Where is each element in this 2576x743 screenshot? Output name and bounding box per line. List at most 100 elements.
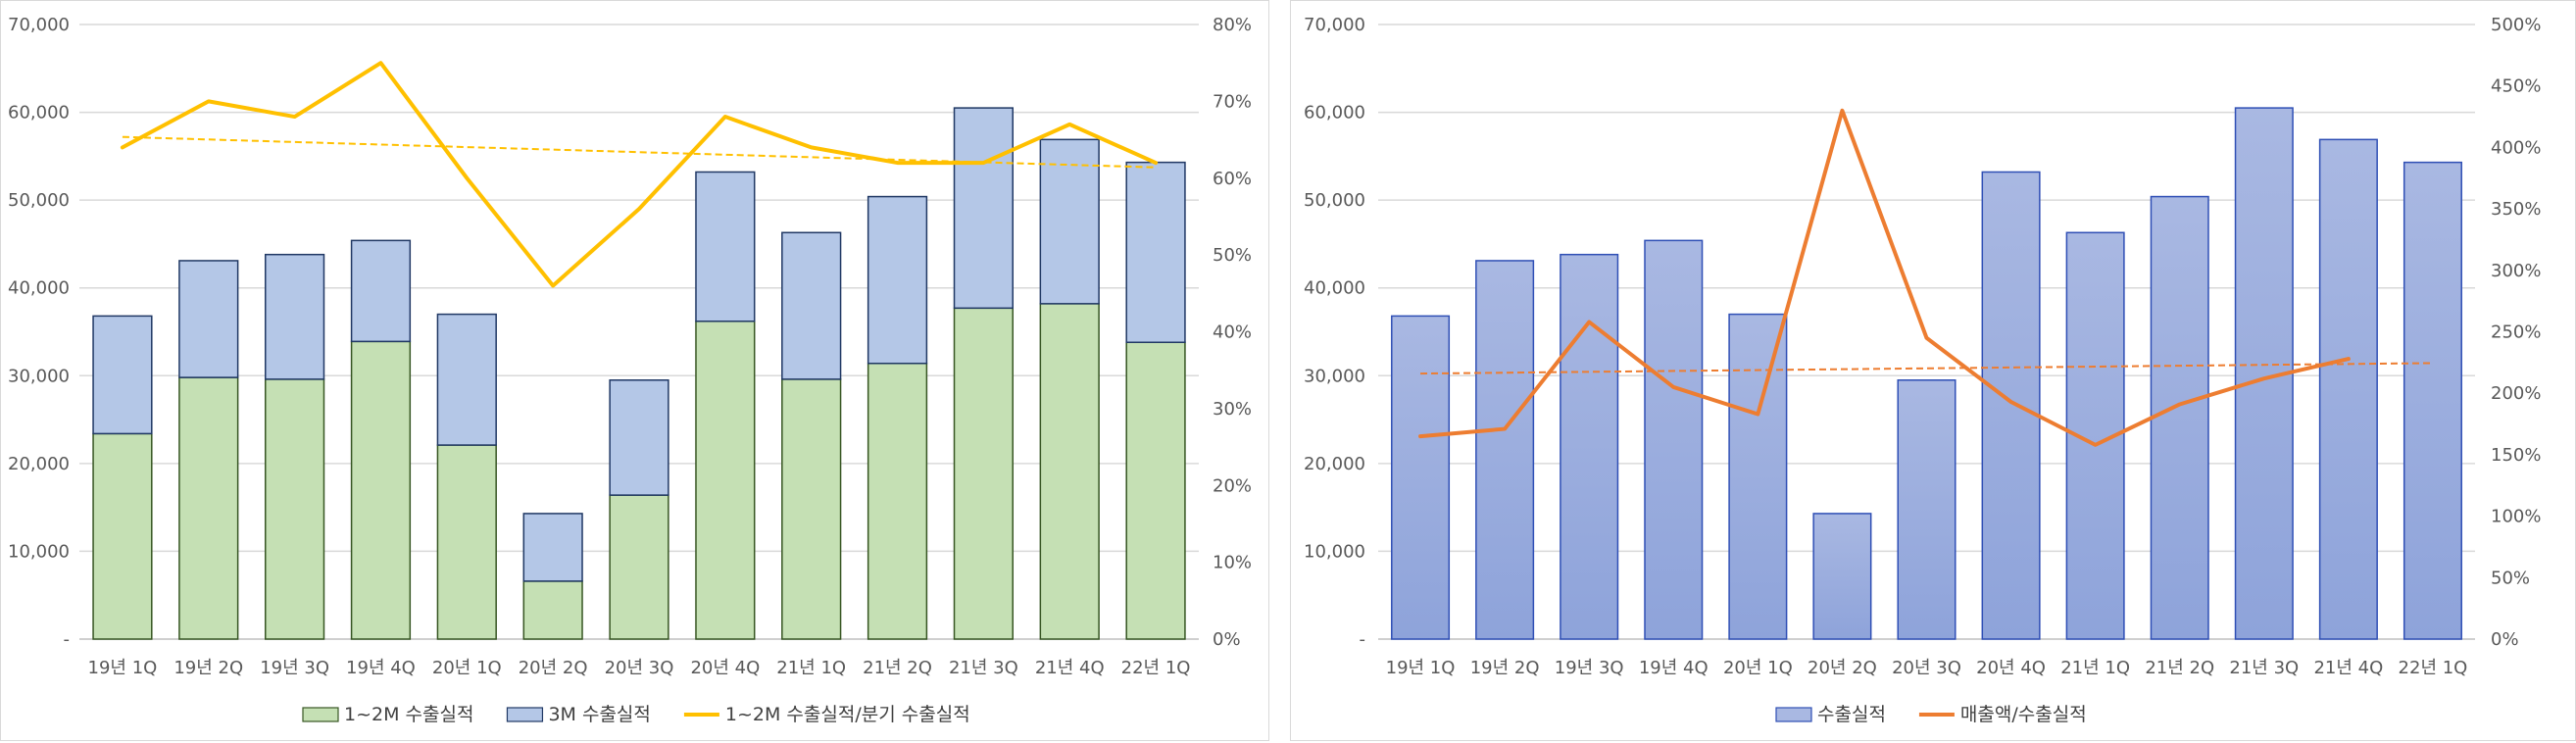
y-left-tick-label: 10,000 xyxy=(8,541,70,562)
bar-수출실적-20년-4Q xyxy=(1981,171,2041,640)
y-right-tick-label: 450% xyxy=(2491,76,2541,97)
y-right-tick-label: 80% xyxy=(1213,15,1252,35)
x-tick-label: 19년 2Q xyxy=(1470,658,1540,678)
x-tick-label: 20년 4Q xyxy=(690,658,760,678)
bar-3M-수출실적-19년-3Q xyxy=(264,253,325,380)
y-right-tick-label: 250% xyxy=(2491,322,2541,343)
y-left-tick-label: 30,000 xyxy=(1304,366,1365,386)
y-left-tick-label: 60,000 xyxy=(1304,103,1365,124)
bar-3M-수출실적-20년-4Q xyxy=(695,171,756,322)
x-tick-label: 21년 3Q xyxy=(2229,658,2299,678)
x-tick-label: 20년 3Q xyxy=(1892,658,1961,678)
bar-3M-수출실적-19년-1Q xyxy=(92,315,153,435)
bar-1-2M-수출실적-21년-4Q xyxy=(1039,303,1100,640)
x-tick-label: 21년 4Q xyxy=(1035,658,1105,678)
x-tick-label: 21년 3Q xyxy=(949,658,1018,678)
bar-수출실적-22년-1Q xyxy=(2403,161,2462,640)
bar-1-2M-수출실적-20년-2Q xyxy=(522,580,583,640)
bar-1-2M-수출실적-20년-4Q xyxy=(695,321,756,640)
x-tick-label: 21년 4Q xyxy=(2313,658,2383,678)
y-left-tick-label: 70,000 xyxy=(8,15,70,35)
bar-1-2M-수출실적-22년-1Q xyxy=(1125,341,1186,640)
bar-3M-수출실적-20년-3Q xyxy=(609,379,669,496)
y-right-tick-label: 200% xyxy=(2491,383,2541,404)
legend-swatch-1-2M-수출실적 xyxy=(302,707,339,722)
x-tick-label: 20년 2Q xyxy=(1808,658,1877,678)
x-tick-label: 21년 1Q xyxy=(2060,658,2130,678)
y-left-tick-label: 20,000 xyxy=(1304,454,1365,474)
y-left-tick-label: 50,000 xyxy=(8,190,70,211)
y-right-tick-label: 350% xyxy=(2491,199,2541,220)
x-tick-label: 19년 1Q xyxy=(1386,658,1456,678)
y-right-tick-label: 0% xyxy=(2491,629,2519,650)
bar-1-2M-수출실적-21년-1Q xyxy=(781,378,842,640)
bar-수출실적-20년-3Q xyxy=(1897,379,1957,640)
y-right-tick-label: 100% xyxy=(2491,507,2541,527)
bar-수출실적-19년-1Q xyxy=(1391,315,1451,640)
bar-3M-수출실적-21년-2Q xyxy=(867,195,928,365)
bar-수출실적-19년-3Q xyxy=(1560,253,1619,640)
bar-3M-수출실적-20년-1Q xyxy=(436,313,497,446)
bar-1-2M-수출실적-19년-4Q xyxy=(350,340,412,640)
y-right-tick-label: 20% xyxy=(1213,475,1252,496)
bar-수출실적-19년-2Q xyxy=(1475,260,1535,640)
y-left-tick-label: 20,000 xyxy=(8,454,70,474)
y-right-tick-label: 30% xyxy=(1213,399,1252,420)
y-right-tick-label: 50% xyxy=(2491,568,2530,588)
x-tick-label: 21년 2Q xyxy=(2145,658,2214,678)
x-tick-label: 21년 2Q xyxy=(863,658,932,678)
legend-label-매출액-수출실적: 매출액/수출실적 xyxy=(1960,704,2087,725)
chart-panel-right: - 10,000 20,000 30,000 40,000 50,000 60,000 70,… xyxy=(1290,0,2576,741)
trendline-매출액-수출실적 xyxy=(1420,362,2433,375)
y-right-tick-label: 10% xyxy=(1213,553,1252,573)
y-right-tick-label: 60% xyxy=(1213,169,1252,189)
y-right-tick-label: 300% xyxy=(2491,261,2541,281)
bar-수출실적-20년-1Q xyxy=(1728,313,1788,640)
y-right-tick-label: 400% xyxy=(2491,137,2541,158)
bar-1-2M-수출실적-20년-3Q xyxy=(609,494,669,640)
y-right-tick-label: 0% xyxy=(1213,629,1241,650)
bar-3M-수출실적-22년-1Q xyxy=(1125,161,1186,343)
x-tick-label: 19년 2Q xyxy=(173,658,243,678)
bar-1-2M-수출실적-19년-3Q xyxy=(264,378,325,640)
x-tick-label: 22년 1Q xyxy=(1121,658,1191,678)
x-tick-label: 19년 3Q xyxy=(1555,658,1624,678)
line-1-2M-수출실적-분기-수출실적 xyxy=(120,61,1159,288)
bar-1-2M-수출실적-21년-3Q xyxy=(953,307,1015,640)
bar-1-2M-수출실적-20년-1Q xyxy=(436,444,497,640)
y-left-tick-label: 40,000 xyxy=(1304,278,1365,299)
y-left-tick-label: 40,000 xyxy=(8,278,70,299)
legend-label-3M-수출실적: 3M 수출실적 xyxy=(548,704,650,725)
bar-3M-수출실적-21년-4Q xyxy=(1039,138,1100,305)
bar-3M-수출실적-21년-1Q xyxy=(781,231,842,380)
chart-panel-left: - 10,000 20,000 30,000 40,000 50,000 60,000 70,… xyxy=(0,0,1269,741)
y-left-tick-label: 10,000 xyxy=(1304,541,1365,562)
legend-swatch-수출실적 xyxy=(1775,707,1812,722)
x-tick-label: 20년 1Q xyxy=(1723,658,1793,678)
y-left-tick-label: 30,000 xyxy=(8,366,70,386)
legend-label-수출실적: 수출실적 xyxy=(1817,704,1886,725)
bar-3M-수출실적-19년-4Q xyxy=(350,239,412,343)
bar-1-2M-수출실적-21년-2Q xyxy=(867,362,928,640)
bar-수출실적-19년-4Q xyxy=(1644,239,1704,640)
x-tick-label: 19년 3Q xyxy=(260,658,329,678)
legend-label-1-2M-수출실적: 1~2M 수출실적 xyxy=(344,704,473,725)
bar-3M-수출실적-21년-3Q xyxy=(953,107,1015,310)
y-right-tick-label: 150% xyxy=(2491,445,2541,466)
x-tick-label: 20년 2Q xyxy=(519,658,588,678)
legend-label-1-2M-수출실적-분기-수출실적: 1~2M 수출실적/분기 수출실적 xyxy=(725,704,970,725)
bar-1-2M-수출실적-19년-1Q xyxy=(92,432,153,640)
legend-swatch-3M-수출실적 xyxy=(506,707,544,722)
chart-right: - 10,000 20,000 30,000 40,000 50,000 60,000 70,… xyxy=(1304,15,2541,725)
x-tick-label: 20년 3Q xyxy=(605,658,674,678)
bar-수출실적-21년-4Q xyxy=(2318,138,2378,640)
x-tick-label: 19년 4Q xyxy=(346,658,416,678)
line-매출액-수출실적 xyxy=(1418,108,2351,447)
bar-수출실적-20년-2Q xyxy=(1812,513,1872,640)
chart-left: - 10,000 20,000 30,000 40,000 50,000 60,000 70,… xyxy=(8,15,1252,725)
y-right-tick-label: 70% xyxy=(1213,91,1252,112)
y-right-tick-label: 40% xyxy=(1213,322,1252,343)
y-right-tick-label: 500% xyxy=(2491,15,2541,35)
x-tick-label: 19년 4Q xyxy=(1639,658,1709,678)
y-left-tick-label: 60,000 xyxy=(8,103,70,124)
